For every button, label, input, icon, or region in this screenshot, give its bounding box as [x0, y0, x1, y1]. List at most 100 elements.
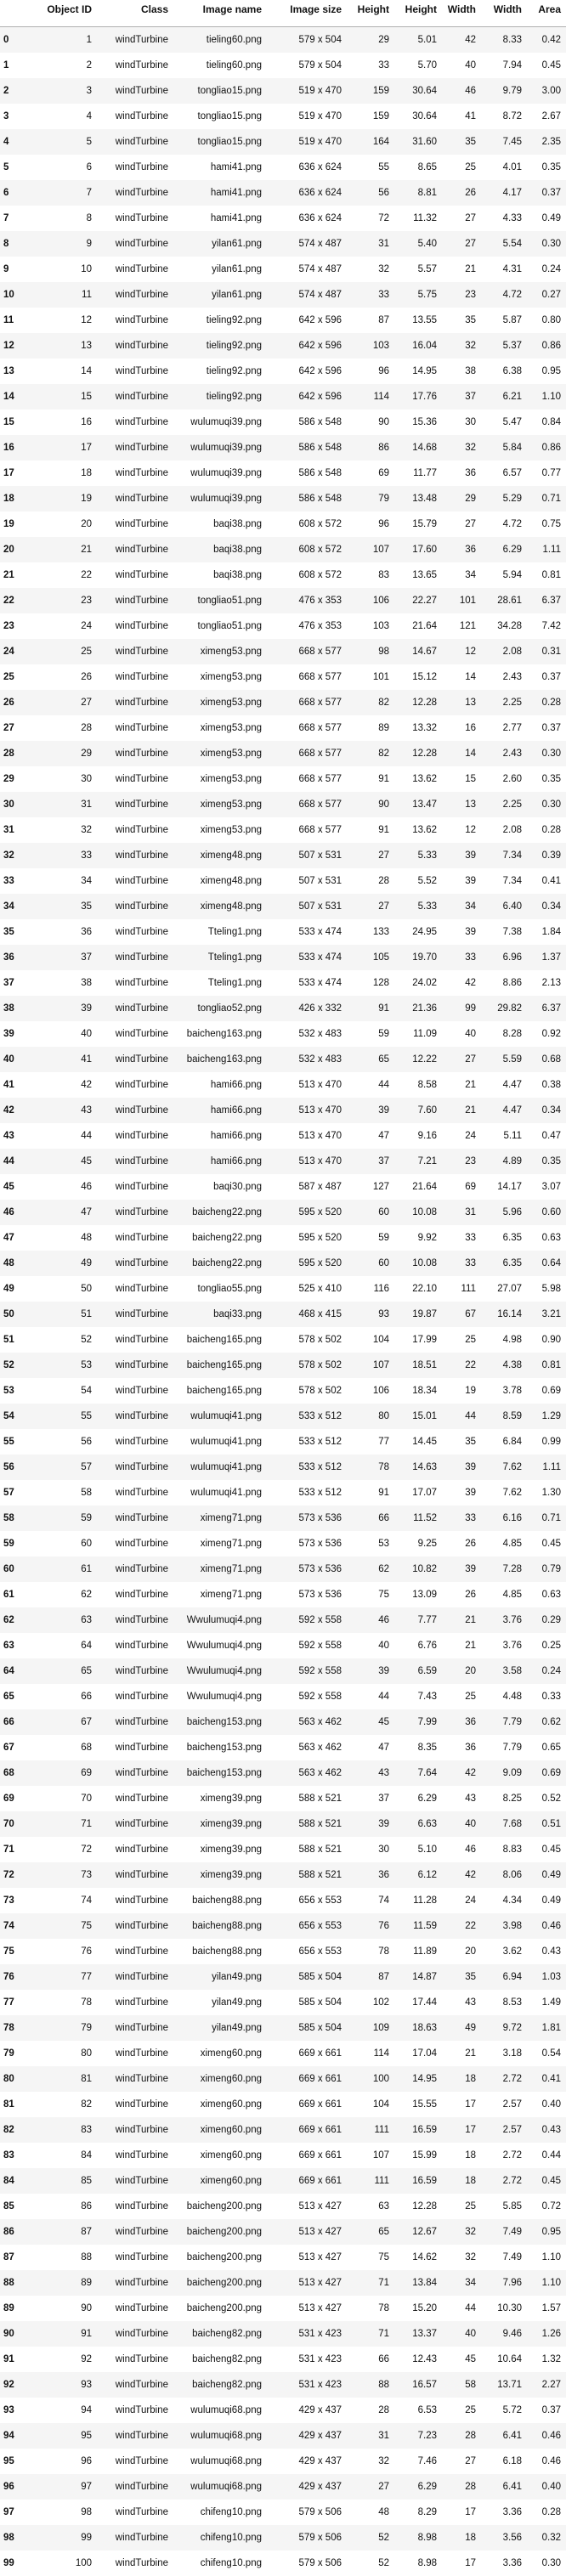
height-m-cell: 13.48: [394, 486, 442, 511]
width-m-cell: 3.76: [481, 1633, 527, 1658]
width-px-cell: 43: [442, 1786, 481, 1811]
width-px-cell: 18: [442, 2066, 481, 2092]
object-id-cell: 16: [37, 410, 97, 435]
class-cell: windTurbine: [97, 996, 173, 1021]
image-size-cell: 513 x 470: [267, 1098, 347, 1123]
class-cell: windTurbine: [97, 1429, 173, 1455]
height-px-cell: 103: [347, 613, 394, 639]
row-index: 41: [0, 1072, 37, 1098]
height-px-cell: 107: [347, 1353, 394, 1378]
row-index: 1: [0, 53, 37, 78]
height-m-cell: 7.46: [394, 2449, 442, 2474]
height-px-cell: 114: [347, 384, 394, 410]
height-px-cell: 77: [347, 1429, 394, 1455]
width-px-cell: 17: [442, 2500, 481, 2525]
width-m-cell: 16.14: [481, 1302, 527, 1327]
image-name-cell: tieling92.png: [173, 384, 267, 410]
row-index: 53: [0, 1378, 37, 1404]
object-id-cell: 57: [37, 1455, 97, 1480]
object-id-cell: 80: [37, 2041, 97, 2066]
image-name-cell: baicheng153.png: [173, 1709, 267, 1735]
area-cell: 0.51: [527, 1811, 566, 1837]
image-name-cell: Tteling1.png: [173, 945, 267, 970]
height-m-cell: 8.29: [394, 2500, 442, 2525]
image-name-cell: tieling92.png: [173, 333, 267, 359]
image-size-header: Image size: [267, 0, 347, 27]
object-id-cell: 30: [37, 766, 97, 792]
area-cell: 0.38: [527, 1072, 566, 1098]
height-px-cell: 80: [347, 1404, 394, 1429]
object-id-cell: 96: [37, 2449, 97, 2474]
class-cell: windTurbine: [97, 2347, 173, 2372]
image-name-cell: ximeng60.png: [173, 2143, 267, 2168]
image-size-cell: 668 x 577: [267, 690, 347, 715]
image-name-cell: yilan61.png: [173, 257, 267, 282]
width-m-cell: 2.72: [481, 2066, 527, 2092]
class-cell: windTurbine: [97, 27, 173, 54]
object-id-cell: 84: [37, 2143, 97, 2168]
image-size-cell: 669 x 661: [267, 2117, 347, 2143]
width-px-cell: 40: [442, 53, 481, 78]
class-cell: windTurbine: [97, 1123, 173, 1149]
width-m-cell: 6.21: [481, 384, 527, 410]
object-id-cell: 41: [37, 1047, 97, 1072]
image-size-cell: 532 x 483: [267, 1047, 347, 1072]
object-id-cell: 74: [37, 1888, 97, 1913]
width-px-cell: 39: [442, 1556, 481, 1582]
height-px-cell: 55: [347, 155, 394, 180]
width-px-cell: 31: [442, 1200, 481, 1225]
class-cell: windTurbine: [97, 53, 173, 78]
height-m-cell: 19.70: [394, 945, 442, 970]
area-cell: 1.10: [527, 2270, 566, 2296]
row-index: 54: [0, 1404, 37, 1429]
width-px-cell: 46: [442, 78, 481, 104]
width-m-cell: 7.28: [481, 1556, 527, 1582]
class-cell: windTurbine: [97, 766, 173, 792]
image-name-cell: ximeng60.png: [173, 2092, 267, 2117]
row-index: 75: [0, 1939, 37, 1964]
object-id-cell: 31: [37, 792, 97, 817]
row-index: 74: [0, 1913, 37, 1939]
class-cell: windTurbine: [97, 2015, 173, 2041]
width-m-cell: 7.49: [481, 2219, 527, 2245]
width-m-cell: 7.49: [481, 2245, 527, 2270]
area-cell: 0.28: [527, 2500, 566, 2525]
height-px-cell: 101: [347, 664, 394, 690]
width-px-cell: 22: [442, 1353, 481, 1378]
class-cell: windTurbine: [97, 2117, 173, 2143]
area-cell: 0.30: [527, 2551, 566, 2576]
width-m-cell: 3.62: [481, 1939, 527, 1964]
image-size-cell: 579 x 504: [267, 27, 347, 54]
area-cell: 0.29: [527, 1607, 566, 1633]
row-index: 48: [0, 1251, 37, 1276]
area-cell: 0.35: [527, 155, 566, 180]
width-px-cell: 36: [442, 537, 481, 562]
image-size-cell: 669 x 661: [267, 2041, 347, 2066]
row-index: 13: [0, 359, 37, 384]
width-px-cell: 12: [442, 817, 481, 843]
height-m-cell: 8.98: [394, 2525, 442, 2551]
image-size-cell: 533 x 474: [267, 945, 347, 970]
image-size-cell: 669 x 661: [267, 2168, 347, 2194]
image-name-cell: ximeng39.png: [173, 1837, 267, 1862]
area-cell: 0.75: [527, 511, 566, 537]
width-px-cell: 43: [442, 1990, 481, 2015]
image-name-cell: tongliao15.png: [173, 78, 267, 104]
area-cell: 0.62: [527, 1709, 566, 1735]
width-m-cell: 4.85: [481, 1531, 527, 1556]
height-m-cell: 15.79: [394, 511, 442, 537]
image-name-cell: Wwulumuqi4.png: [173, 1658, 267, 1684]
height-m-cell: 10.82: [394, 1556, 442, 1582]
row-index: 90: [0, 2321, 37, 2347]
image-size-cell: 668 x 577: [267, 639, 347, 664]
width-px-cell: 35: [442, 129, 481, 155]
area-cell: 0.43: [527, 1939, 566, 1964]
image-size-cell: 636 x 624: [267, 206, 347, 231]
